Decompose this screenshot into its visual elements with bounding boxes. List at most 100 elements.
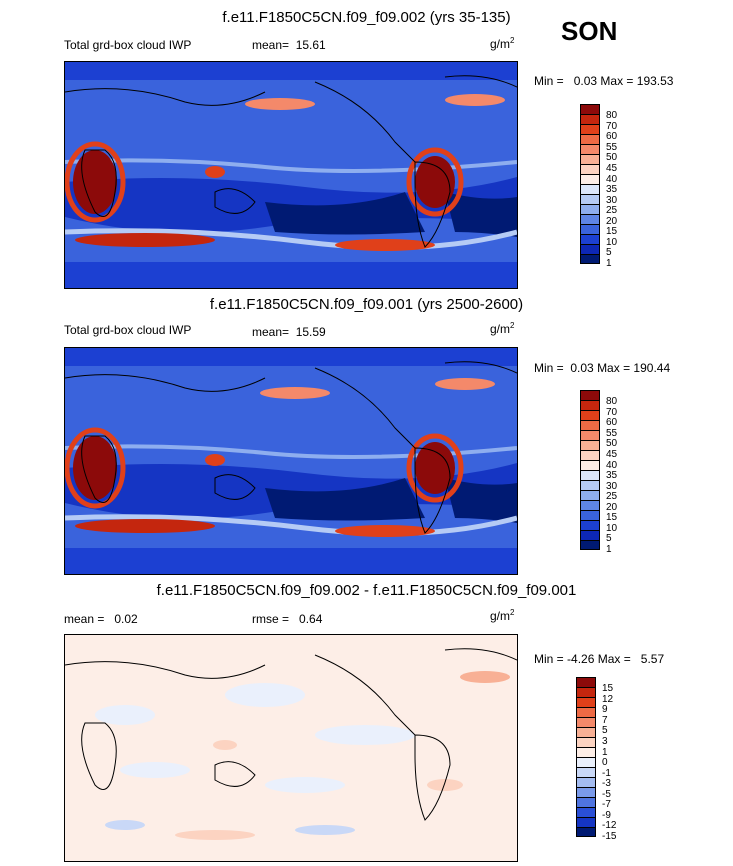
panel-3-colorbar-label: 0 (602, 757, 608, 768)
panel-1-colorbar-box (580, 194, 600, 204)
panel-2-mean: mean= 15.59 (252, 325, 326, 339)
panel-2-colorbar-box (580, 430, 600, 440)
panel-3-colorbar-label: -9 (602, 810, 611, 821)
panel-2-colorbar-box (580, 530, 600, 540)
panel-2-colorbar-box (580, 500, 600, 510)
panel-2-colorbar-box (580, 410, 600, 420)
panel-3-colorbar-box (576, 807, 596, 817)
panel-3-colorbar-box (576, 677, 596, 687)
panel-3-colorbar-label: -15 (602, 831, 617, 842)
panel-1-colorbar-label: 30 (606, 195, 618, 206)
panel-3-colorbar-label: 9 (602, 704, 608, 715)
panel-2-field (65, 348, 517, 574)
panel-2-colorbar-label: 5 (606, 533, 612, 544)
panel-2-colorbar-label: 60 (606, 417, 618, 428)
panel-2-colorbar-label: 10 (606, 523, 618, 534)
panel-2-colorbar-box (580, 420, 600, 430)
panel-3-colorbar-label: 1 (602, 747, 608, 758)
panel-2-colorbar-box (580, 460, 600, 470)
panel-3-colorbar-box (576, 827, 596, 837)
panel-1-colorbar-box (580, 134, 600, 144)
panel-1-colorbar-box (580, 254, 600, 264)
panel-2-colorbar-box (580, 390, 600, 400)
panel-1-colorbar-label: 1 (606, 258, 612, 269)
panel-2-colorbar-label: 50 (606, 438, 618, 449)
panel-3-units: g/m2 (490, 608, 515, 623)
panel-1-colorbar-box (580, 104, 600, 114)
panel-3-colorbar-box (576, 797, 596, 807)
panel-1-colorbar-label: 20 (606, 216, 618, 227)
panel-3-colorbar-label: 12 (602, 694, 614, 705)
panel-3-colorbar-label: 7 (602, 715, 608, 726)
panel-3-colorbar-box (576, 767, 596, 777)
panel-1-colorbar-label: 50 (606, 152, 618, 163)
panel-2-colorbar-label: 80 (606, 396, 618, 407)
panel-3-colorbar-box (576, 717, 596, 727)
panel-1-variable-label: Total grd-box cloud IWP (64, 38, 192, 52)
panel-3-colorbar (576, 677, 596, 837)
panel-2-colorbar-label: 30 (606, 481, 618, 492)
panel-2-map (64, 347, 518, 575)
panel-1-colorbar-box (580, 234, 600, 244)
panel-1-colorbar-box (580, 154, 600, 164)
panel-2-colorbar-label: 15 (606, 512, 618, 523)
panel-2-variable-label: Total grd-box cloud IWP (64, 323, 192, 337)
panel-3-colorbar-box (576, 787, 596, 797)
panel-2-colorbar-label: 1 (606, 544, 612, 555)
panel-3-map (64, 634, 518, 862)
panel-3-colorbar-label: 5 (602, 725, 608, 736)
panel-2-colorbar-label: 70 (606, 407, 618, 418)
panel-3-colorbar-box (576, 707, 596, 717)
panel-1-colorbar-label: 10 (606, 237, 618, 248)
panel-3-colorbar-box (576, 777, 596, 787)
panel-2-colorbar-label: 45 (606, 449, 618, 460)
panel-1-colorbar-box (580, 164, 600, 174)
panel-2-colorbar-label: 25 (606, 491, 618, 502)
panel-2-minmax: Min = 0.03 Max = 190.44 (534, 361, 671, 375)
panel-3-colorbar-label: 15 (602, 683, 614, 694)
panel-2-colorbar-box (580, 520, 600, 530)
panel-3-field (65, 635, 517, 861)
panel-2-colorbar-box (580, 490, 600, 500)
panel-1-colorbar-label: 60 (606, 131, 618, 142)
panel-1-colorbar-label: 45 (606, 163, 618, 174)
panel-3-rmse: rmse = 0.64 (252, 612, 323, 626)
panel-2-units: g/m2 (490, 321, 515, 336)
panel-1-map (64, 61, 518, 289)
panel-2-colorbar-label: 35 (606, 470, 618, 481)
panel-1-colorbar-label: 70 (606, 121, 618, 132)
panel-3-colorbar-box (576, 727, 596, 737)
panel-1-colorbar-label: 80 (606, 110, 618, 121)
panel-2-colorbar-box (580, 480, 600, 490)
panel-2-colorbar-box (580, 400, 600, 410)
panel-2-colorbar-box (580, 450, 600, 460)
panel-1-colorbar-label: 55 (606, 142, 618, 153)
panel-2-colorbar-label: 40 (606, 460, 618, 471)
panel-1-colorbar-box (580, 204, 600, 214)
panel-3-colorbar-label: 3 (602, 736, 608, 747)
panel-1-colorbar-box (580, 214, 600, 224)
panel-3-colorbar-label: -5 (602, 789, 611, 800)
panel-3-title: f.e11.F1850C5CN.f09_f09.002 - f.e11.F185… (156, 582, 577, 599)
panel-3-colorbar-label: -1 (602, 768, 611, 779)
panel-1-colorbar-box (580, 144, 600, 154)
panel-1-units: g/m2 (490, 36, 515, 51)
panel-3-colorbar-box (576, 817, 596, 827)
panel-3-colorbar-box (576, 747, 596, 757)
panel-1-colorbar-box (580, 184, 600, 194)
panel-2-colorbar-box (580, 440, 600, 450)
season-label: SON (561, 16, 618, 46)
panel-1-colorbar-label: 15 (606, 226, 618, 237)
panel-1-colorbar-box (580, 124, 600, 134)
panel-3-colorbar-box (576, 687, 596, 697)
panel-1-colorbar-box (580, 244, 600, 254)
panel-2-colorbar-box (580, 540, 600, 550)
panel-2-colorbar-label: 55 (606, 428, 618, 439)
panel-1-colorbar-label: 35 (606, 184, 618, 195)
panel-1-title: f.e11.F1850C5CN.f09_f09.002 (yrs 35-135) (222, 9, 511, 26)
panel-3-minmax: Min = -4.26 Max = 5.57 (534, 652, 665, 666)
panel-1-colorbar-label: 40 (606, 174, 618, 185)
panel-3-colorbar-box (576, 737, 596, 747)
panel-2-colorbar-box (580, 510, 600, 520)
panel-1-colorbar-box (580, 114, 600, 124)
